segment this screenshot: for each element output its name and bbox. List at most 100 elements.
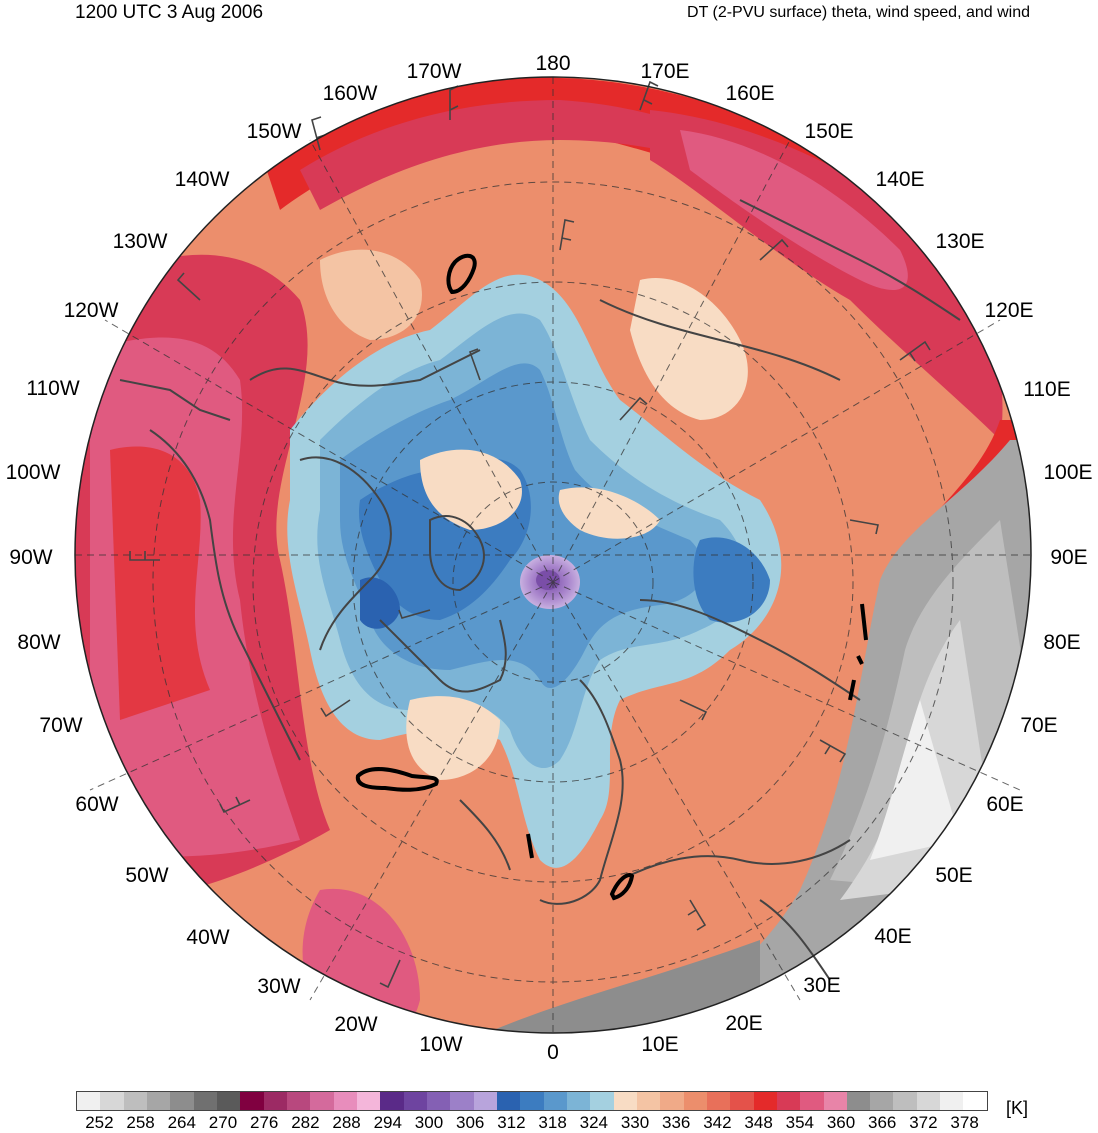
colorbar-cell [566, 1092, 591, 1110]
colorbar-cell [356, 1092, 381, 1110]
lon-label-130e: 130E [935, 230, 984, 253]
colorbar-tick: 282 [291, 1113, 320, 1132]
colorbar-unit-label: [K] [1006, 1098, 1029, 1118]
lon-label-120w: 120W [64, 299, 119, 322]
valid-time-label: 1200 UTC 3 Aug 2006 [75, 2, 264, 23]
colorbar-cell [333, 1092, 357, 1110]
colorbar-cell [426, 1092, 451, 1110]
colorbar-tick: 270 [208, 1113, 238, 1132]
colorbar-cell [940, 1092, 964, 1110]
lon-label-130w: 130W [113, 230, 168, 253]
lon-label-60e: 60E [986, 793, 1023, 816]
lon-label-20e: 20E [725, 1012, 762, 1035]
lon-label-150e: 150E [804, 120, 853, 143]
colorbar-cell [123, 1092, 147, 1110]
colorbar-cell [146, 1092, 171, 1110]
colorbar-cell [753, 1092, 777, 1110]
lon-label-140e: 140E [875, 168, 924, 191]
colorbar-cell [310, 1092, 334, 1110]
lon-label-30w: 30W [257, 975, 300, 998]
polar-stereographic-map: 180 170E 160E 150E 140E 130E 120E 110E 1… [6, 52, 1093, 1064]
colorbar-cell [846, 1092, 871, 1110]
colorbar-cell [77, 1092, 101, 1110]
lon-label-120e: 120E [984, 299, 1033, 322]
colorbar-tick: 276 [250, 1113, 279, 1132]
lon-label-50e: 50E [935, 864, 972, 887]
colorbar-cell [380, 1092, 404, 1110]
lon-label-170e: 170E [640, 60, 689, 83]
colorbar-tick: 264 [167, 1113, 196, 1132]
lon-label-70e: 70E [1020, 714, 1057, 737]
colorbar-cell [800, 1092, 824, 1110]
colorbar-cell [963, 1092, 987, 1110]
longitude-labels: 180 170E 160E 150E 140E 130E 120E 110E 1… [6, 52, 1093, 1064]
colorbar-cell [473, 1092, 497, 1110]
colorbar-cell [706, 1092, 731, 1110]
colorbar-tick: 324 [579, 1113, 608, 1132]
lon-label-20w: 20W [334, 1013, 377, 1036]
colorbar-tick: 252 [85, 1113, 114, 1132]
product-title: DT (2-PVU surface) theta, wind speed, an… [687, 4, 1030, 21]
colorbar-tick: 288 [332, 1113, 361, 1132]
lon-label-10e: 10E [641, 1033, 678, 1056]
colorbar-tick: 354 [785, 1113, 814, 1132]
colorbar-tick-labels: 252 258 264 270 276 282 288 294 300 306 312 318 324 3… [76, 1113, 988, 1133]
colorbar-cell [403, 1092, 427, 1110]
colorbar-tick: 366 [868, 1113, 897, 1132]
lon-label-10w: 10W [419, 1033, 462, 1056]
colorbar-cell [543, 1092, 567, 1110]
lon-label-140w: 140W [175, 168, 230, 191]
lon-label-180: 180 [535, 52, 570, 75]
colorbar-cell [496, 1092, 521, 1110]
lon-label-100w: 100W [6, 461, 61, 484]
lon-label-90e: 90E [1050, 546, 1087, 569]
colorbar-cell [660, 1092, 684, 1110]
colorbar-cell [590, 1092, 614, 1110]
colorbar-cell [286, 1092, 311, 1110]
lon-label-70w: 70W [39, 714, 82, 737]
lon-label-50w: 50W [125, 864, 168, 887]
colorbar-cell [683, 1092, 707, 1110]
colorbar-tick: 378 [950, 1113, 979, 1132]
colorbar-tick: 330 [620, 1113, 650, 1132]
colorbar-tick: 300 [414, 1113, 444, 1132]
colorbar-cell [216, 1092, 241, 1110]
lon-label-160w: 160W [323, 82, 378, 105]
lon-label-0: 0 [547, 1041, 559, 1064]
colorbar-cell [263, 1092, 287, 1110]
colorbar-tick: 336 [662, 1113, 691, 1132]
colorbar-tick: 294 [373, 1113, 402, 1132]
colorbar-cell [636, 1092, 661, 1110]
map-boundary [74, 76, 1032, 1034]
lon-label-30e: 30E [803, 974, 840, 997]
lon-label-170w: 170W [407, 60, 462, 83]
colorbar-cell [916, 1092, 941, 1110]
colorbar-cell [776, 1092, 801, 1110]
lon-label-90w: 90W [9, 546, 52, 569]
colorbar-cell [520, 1092, 544, 1110]
theta-colorbar [76, 1091, 988, 1111]
lon-label-40e: 40E [874, 925, 911, 948]
lon-label-40w: 40W [186, 926, 229, 949]
colorbar-tick: 372 [909, 1113, 938, 1132]
colorbar-cell [450, 1092, 474, 1110]
colorbar-tick: 312 [497, 1113, 526, 1132]
lon-label-100e: 100E [1043, 461, 1092, 484]
lon-label-60w: 60W [75, 793, 118, 816]
lon-label-150w: 150W [247, 120, 302, 143]
colorbar-cell [240, 1092, 264, 1110]
colorbar-cell [193, 1092, 217, 1110]
colorbar-cell [823, 1092, 847, 1110]
colorbar-cell [613, 1092, 637, 1110]
colorbar-tick: 360 [826, 1113, 856, 1132]
lon-label-80e: 80E [1043, 631, 1080, 654]
coastlines [119, 199, 961, 981]
lon-label-110e: 110E [1023, 378, 1071, 401]
colorbar-tick: 318 [538, 1113, 567, 1132]
colorbar-cell [100, 1092, 124, 1110]
colorbar-tick: 348 [744, 1113, 773, 1132]
lon-label-160e: 160E [725, 82, 774, 105]
lon-label-80w: 80W [17, 631, 60, 654]
colorbar-cell [170, 1092, 194, 1110]
colorbar-tick: 342 [703, 1113, 732, 1132]
